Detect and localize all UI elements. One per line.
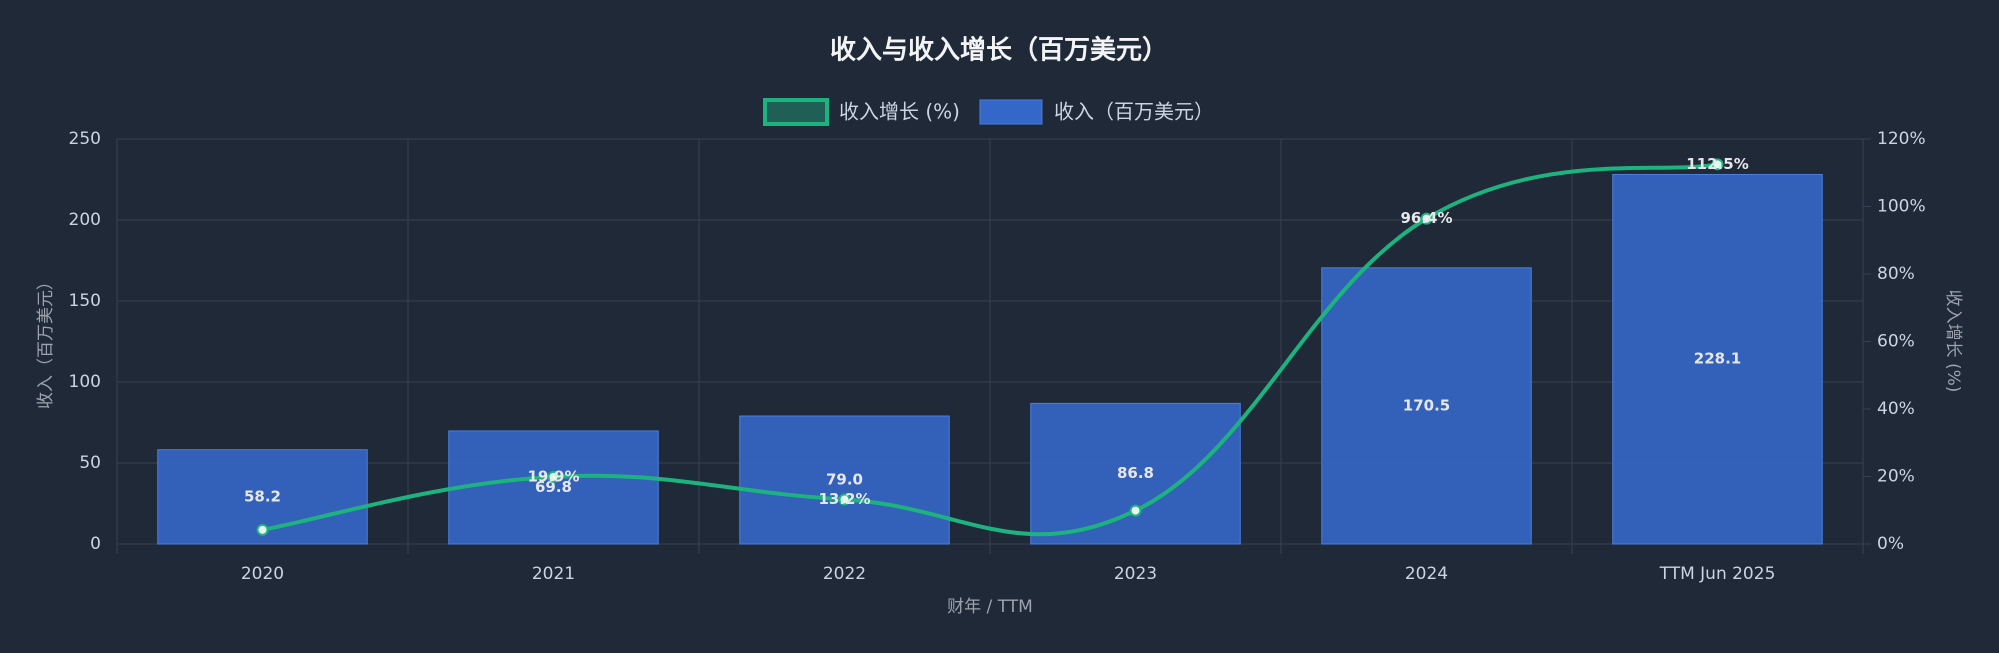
legend-label: 收入（百万美元）: [1054, 100, 1214, 124]
chart-title: 收入与收入增长（百万美元）: [830, 35, 1168, 66]
legend-swatch: [979, 99, 1043, 125]
y-tick-label: 200: [69, 210, 101, 230]
bar: [1321, 267, 1532, 545]
line-point: [1711, 158, 1724, 171]
line-point: [256, 523, 269, 536]
growth-line: [262, 162, 1718, 537]
line-value-label: 96.4%: [1400, 209, 1452, 227]
y2-tick-label: 100%: [1877, 197, 1926, 217]
y-tick-label: 50: [79, 453, 101, 473]
y2-tick-label: 120%: [1877, 129, 1926, 149]
bar-value-label: 79.0: [826, 471, 863, 489]
x-axis-title: 财年 / TTM: [947, 597, 1033, 617]
bar-value-label: 86.8: [1117, 464, 1154, 482]
bar-value-label: 69.8: [535, 478, 572, 496]
line-value-label: 19.9%: [527, 467, 579, 485]
x-tick-label: 2024: [1405, 564, 1448, 584]
x-tick-label: 2023: [1114, 564, 1157, 584]
y2-tick-label: 40%: [1877, 399, 1915, 419]
bar: [739, 415, 950, 545]
line-value-label: 112.5%: [1686, 155, 1748, 173]
y-tick-label: 250: [69, 129, 101, 149]
bar-value-label: 170.5: [1403, 396, 1450, 414]
x-tick-label: TTM Jun 2025: [1659, 564, 1776, 584]
bar: [448, 430, 659, 545]
line-point: [1129, 504, 1142, 517]
line-point: [1420, 212, 1433, 225]
y2-tick-label: 60%: [1877, 332, 1915, 352]
bar-value-label: 228.1: [1694, 350, 1741, 368]
line-point: [547, 470, 560, 483]
y2-axis-title: 收入增长 (%): [1943, 290, 1963, 393]
line-point: [838, 493, 851, 506]
x-tick-label: 2022: [823, 564, 866, 584]
legend-label: 收入增长 (%): [839, 100, 960, 124]
y-tick-label: 0: [90, 534, 101, 554]
bar: [1612, 173, 1823, 545]
y2-tick-label: 20%: [1877, 467, 1915, 487]
x-tick-label: 2021: [532, 564, 575, 584]
line-value-label: 13.2%: [818, 490, 870, 508]
bar-value-label: 58.2: [244, 487, 281, 505]
y2-tick-label: 0%: [1877, 534, 1904, 554]
y-tick-label: 150: [69, 291, 101, 311]
x-tick-label: 2020: [241, 564, 284, 584]
bar: [1030, 402, 1241, 545]
y2-tick-label: 80%: [1877, 264, 1915, 284]
y-axis-title: 收入（百万美元）: [36, 273, 56, 409]
legend-swatch: [763, 98, 829, 126]
y-tick-label: 100: [69, 372, 101, 392]
